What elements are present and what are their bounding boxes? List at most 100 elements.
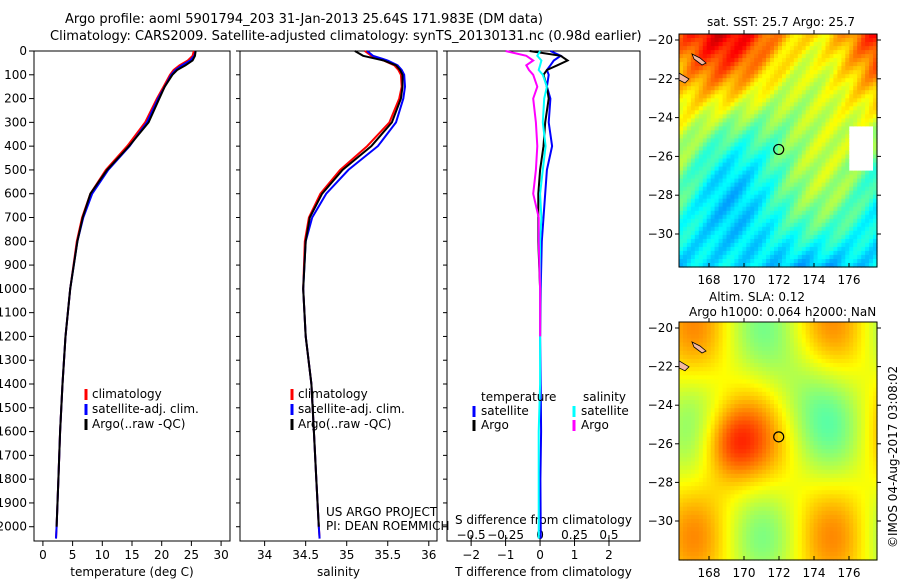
map-cell xyxy=(734,122,739,127)
map-cell xyxy=(825,222,831,228)
map-cell xyxy=(774,98,779,103)
map-cell xyxy=(758,375,763,380)
map-cell xyxy=(797,122,803,127)
map-cell xyxy=(750,126,755,131)
map-cell xyxy=(770,150,775,156)
map-cell xyxy=(714,539,720,545)
map-cell xyxy=(750,130,755,135)
map-cell xyxy=(690,78,696,83)
map-cell xyxy=(853,94,858,99)
map-cell xyxy=(726,428,732,434)
map-cell xyxy=(726,326,732,331)
map-cell xyxy=(774,94,779,99)
map-cell xyxy=(679,254,684,260)
map-cell xyxy=(746,226,751,232)
map-cell xyxy=(686,166,692,172)
map-cell xyxy=(801,50,807,55)
map-cell xyxy=(718,154,724,160)
map-cell xyxy=(857,90,862,95)
map-cell xyxy=(793,86,799,91)
map-cell xyxy=(778,122,783,127)
map-cell xyxy=(789,527,795,532)
map-cell xyxy=(698,432,704,438)
map-cell xyxy=(694,326,700,331)
map-cell xyxy=(694,130,700,135)
map-cell xyxy=(754,535,759,541)
map-cell xyxy=(698,547,704,553)
map-cell xyxy=(785,400,791,405)
map-cell xyxy=(841,106,846,111)
map-cell xyxy=(726,134,732,139)
map-cell xyxy=(797,126,803,131)
map-cell xyxy=(869,246,874,252)
map-cell xyxy=(797,514,803,520)
map-cell xyxy=(754,54,759,59)
map-cell xyxy=(730,346,736,352)
map-cell xyxy=(726,535,732,541)
map-cell xyxy=(762,114,767,119)
map-cell xyxy=(778,170,783,176)
map-cell xyxy=(730,259,736,264)
map-cell xyxy=(714,70,720,75)
map-cell xyxy=(698,214,704,220)
map-cell xyxy=(730,210,736,216)
map-cell xyxy=(718,238,724,244)
map-cell xyxy=(801,416,807,422)
map-cell xyxy=(782,445,787,450)
map-cell xyxy=(742,445,747,450)
map-cell xyxy=(774,122,779,127)
map-cell xyxy=(821,254,827,260)
map-cell xyxy=(782,519,787,524)
map-cell xyxy=(683,404,688,409)
map-cell xyxy=(694,126,700,131)
map-cell xyxy=(785,465,791,471)
map-cell xyxy=(746,178,751,184)
map-cell xyxy=(754,461,759,467)
map-cell xyxy=(750,134,755,139)
map-cell xyxy=(710,449,716,454)
map-cell xyxy=(750,420,755,426)
map-cell xyxy=(754,38,759,43)
map-cell xyxy=(754,445,759,450)
map-cell xyxy=(813,62,819,67)
map-cell xyxy=(738,441,743,446)
map-cell xyxy=(750,190,755,196)
map-cell xyxy=(809,58,815,63)
map-cell xyxy=(706,424,712,430)
map-cell xyxy=(758,330,763,335)
map-cell xyxy=(714,106,720,111)
map-cell xyxy=(694,514,700,520)
map-cell xyxy=(817,110,823,115)
map-cell xyxy=(797,490,803,495)
map-cell xyxy=(706,194,712,200)
map-cell xyxy=(754,395,759,401)
map-cell xyxy=(686,334,692,339)
map-cell xyxy=(774,346,779,352)
map-cell xyxy=(714,186,720,192)
map-cell xyxy=(698,182,704,188)
map-cell xyxy=(690,469,696,475)
map-cell xyxy=(797,62,803,67)
map-cell xyxy=(706,363,712,368)
map-cell xyxy=(766,106,771,111)
map-cell xyxy=(726,142,732,148)
map-cell xyxy=(730,254,736,260)
map-cell xyxy=(770,408,775,413)
map-cell xyxy=(742,449,747,454)
map-cell xyxy=(774,170,779,176)
map-cell xyxy=(726,363,732,368)
map-cell xyxy=(837,214,842,220)
map-cell xyxy=(718,486,724,491)
map-cell xyxy=(770,346,775,352)
map-cell xyxy=(833,142,838,148)
map-cell xyxy=(766,210,771,216)
map-cell xyxy=(706,358,712,364)
map-cell xyxy=(766,62,771,67)
map-cell xyxy=(809,154,815,160)
map-cell xyxy=(797,86,803,91)
map-cell xyxy=(718,334,724,339)
map-cell xyxy=(702,226,708,232)
map-cell xyxy=(686,34,692,39)
map-cell xyxy=(730,106,736,111)
map-cell xyxy=(710,461,716,467)
